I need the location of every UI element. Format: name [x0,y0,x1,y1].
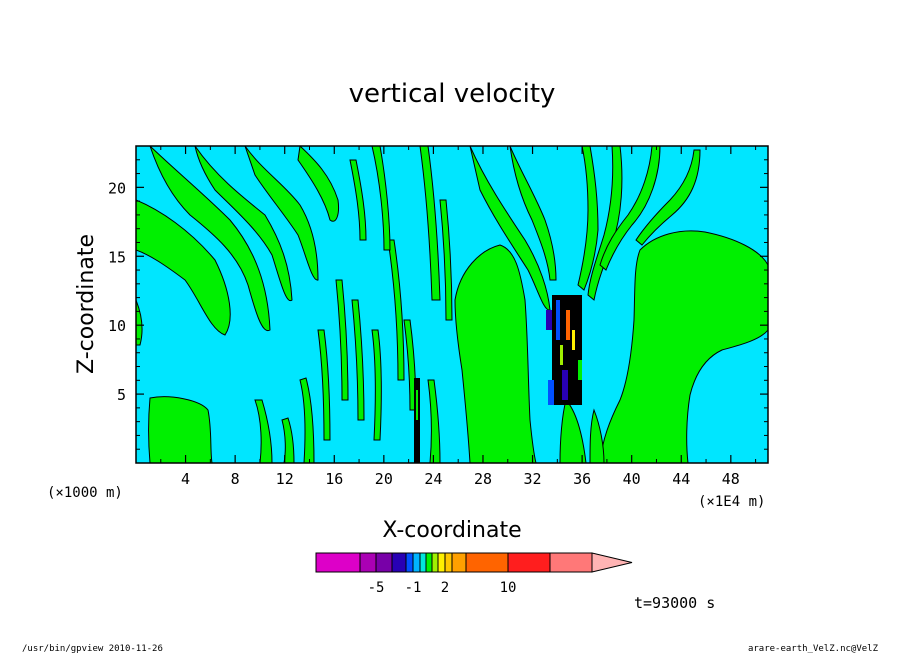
core [560,345,563,365]
region [148,396,213,463]
region [387,239,405,381]
x-axis: 4 8 12 16 20 24 28 32 36 40 44 48 [160,146,757,488]
colorbar-box [412,552,421,573]
core [546,310,552,330]
time-label: t=93000 s [634,594,715,612]
colorbar: -5 -1 2 10 [315,552,633,596]
region [136,199,231,336]
region [599,146,661,271]
colorbar-box [375,552,393,573]
region [371,329,382,441]
x-tick-label: 44 [672,470,690,488]
region [351,299,365,421]
x-tick-label: 12 [276,470,294,488]
region [469,146,551,311]
region [349,159,367,241]
region [419,146,441,301]
x-unit-right: (×1E4 m) [698,494,765,510]
region [194,146,293,302]
colorbar-box [405,552,414,573]
footer-right: arare-earth_VelZ.nc@VelZ [748,644,879,654]
core [556,300,560,340]
y-tick-label: 15 [108,248,126,266]
colorbar-box [444,552,453,573]
colorbar-box [419,552,427,573]
core [548,380,554,405]
colorbar-box [359,552,377,573]
x-unit-left: (×1000 m) [47,485,123,501]
x-tick-label: 40 [623,470,641,488]
colorbar-extension [591,552,633,573]
region [577,146,599,291]
chart-title: vertical velocity [349,79,556,109]
region [317,329,331,441]
region [281,417,295,463]
colorbar-box [391,552,407,573]
colorbar-box [431,552,439,573]
region [149,146,271,332]
positive-velocity-regions [136,146,768,463]
core [562,370,568,400]
core [572,330,575,350]
x-axis-label: X-coordinate [382,518,521,543]
region [299,377,315,463]
intense-cores [414,295,582,463]
colorbar-label: -1 [405,580,422,596]
region [244,146,319,281]
core [578,360,582,380]
y-tick-label: 20 [108,179,126,197]
core [566,310,570,340]
colorbar-box [465,552,509,573]
region [509,146,557,281]
region [635,149,701,246]
x-tick-label: 36 [573,470,591,488]
region [427,379,441,463]
region [559,398,587,463]
footer-left: /usr/bin/gpview 2010-11-26 [22,644,163,654]
region [439,199,453,321]
colorbar-label: -5 [368,580,385,596]
contour-field [136,146,768,463]
colorbar-box [437,552,446,573]
colorbar-box [315,552,361,573]
region [589,408,605,463]
colorbar-label: 2 [441,580,449,596]
x-tick-label: 4 [181,470,190,488]
x-tick-label: 20 [375,470,393,488]
x-tick-label: 32 [524,470,542,488]
region [254,399,273,463]
core [414,378,420,463]
colorbar-box [549,552,593,573]
x-tick-label: 24 [424,470,442,488]
colorbar-box [451,552,467,573]
region [297,146,339,222]
x-tick-label: 28 [474,470,492,488]
region [587,146,623,301]
x-tick-label: 8 [231,470,240,488]
colorbar-box [425,552,433,573]
y-axis: 5 10 15 20 [108,159,768,450]
x-tick-label: 48 [722,470,740,488]
y-axis-label: Z-coordinate [74,234,99,374]
plot-frame [135,145,769,464]
colorbar-label: 10 [500,580,517,596]
y-tick-label: 10 [108,317,126,335]
colorbar-box [507,552,551,573]
region [371,146,391,251]
x-tick-label: 16 [325,470,343,488]
region [335,279,349,401]
region [599,230,768,463]
y-tick-label: 5 [117,386,126,404]
core [416,390,418,420]
region [454,244,537,463]
